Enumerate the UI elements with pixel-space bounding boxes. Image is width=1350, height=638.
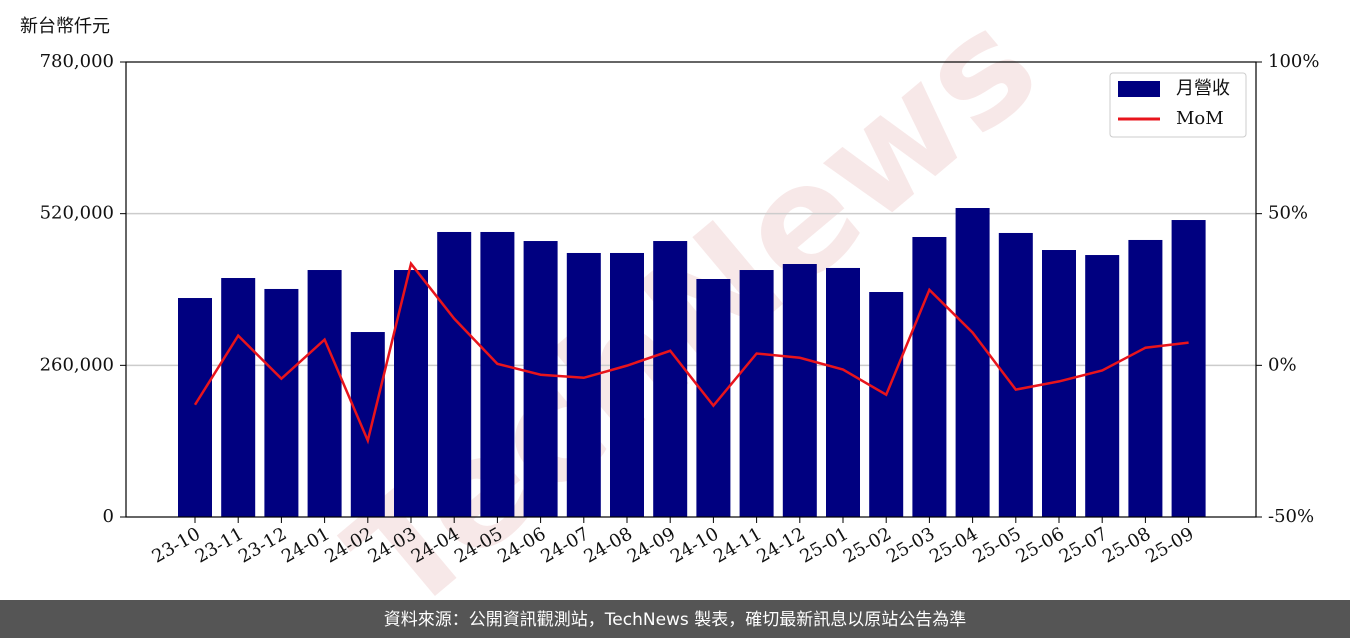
bar bbox=[696, 279, 731, 517]
x-tick-label: 23-11 bbox=[192, 523, 247, 567]
x-tick-label: 24-08 bbox=[581, 523, 636, 567]
legend-label: 月營收 bbox=[1176, 78, 1230, 99]
bar bbox=[178, 298, 212, 517]
bar bbox=[264, 288, 299, 517]
x-tick-label: 25-03 bbox=[883, 523, 938, 567]
bar bbox=[566, 252, 601, 517]
y2-tick-label: 50% bbox=[1268, 203, 1308, 224]
x-tick-label: 25-08 bbox=[1099, 523, 1154, 567]
bar bbox=[350, 332, 385, 517]
bar bbox=[480, 231, 515, 517]
y2-tick-label: -50% bbox=[1268, 506, 1314, 527]
bar bbox=[739, 270, 774, 517]
x-tick-label: 24-12 bbox=[753, 523, 808, 567]
y-tick-label: 260,000 bbox=[40, 354, 114, 375]
bar bbox=[610, 252, 644, 517]
y2-tick-label: 100% bbox=[1268, 51, 1319, 72]
x-tick-label: 25-09 bbox=[1142, 523, 1197, 567]
x-tick-label: 23-10 bbox=[149, 523, 204, 567]
bar bbox=[869, 292, 904, 517]
bar bbox=[394, 270, 428, 517]
x-tick-label: 24-10 bbox=[667, 523, 722, 567]
legend-label: MoM bbox=[1176, 108, 1224, 129]
x-tick-label: 24-11 bbox=[710, 523, 765, 567]
bar bbox=[782, 264, 817, 517]
y2-tick-label: 0% bbox=[1268, 354, 1297, 375]
x-tick-label: 25-04 bbox=[926, 523, 981, 567]
footer: 資料來源：公開資訊觀測站，TechNews 製表，確切最新訊息以原站公告為準 bbox=[384, 610, 966, 630]
plot-frame bbox=[125, 61, 1257, 518]
x-tick-label: 24-09 bbox=[624, 523, 679, 567]
x-tick-label: 23-12 bbox=[235, 523, 290, 567]
y-tick-label: 0 bbox=[103, 506, 114, 527]
bar bbox=[1085, 255, 1120, 517]
x-tick-label: 25-06 bbox=[1013, 523, 1068, 567]
bar bbox=[653, 241, 688, 517]
bar bbox=[826, 267, 860, 517]
y-tick-label: 780,000 bbox=[40, 51, 114, 72]
footer-bar bbox=[0, 600, 1350, 638]
x-tick-label: 25-05 bbox=[969, 523, 1024, 567]
bar bbox=[307, 270, 342, 517]
legend-swatch bbox=[1118, 81, 1160, 97]
bar bbox=[955, 208, 990, 517]
bar bbox=[437, 231, 472, 517]
bar bbox=[221, 278, 256, 517]
x-tick-label: 24-01 bbox=[278, 523, 333, 567]
x-tick-label: 25-02 bbox=[840, 523, 895, 567]
bar bbox=[912, 237, 947, 517]
line bbox=[193, 260, 1189, 445]
bar bbox=[1128, 239, 1163, 517]
x-tick-label: 25-07 bbox=[1056, 523, 1111, 567]
bar bbox=[523, 241, 558, 517]
y-tick-label: 520,000 bbox=[40, 203, 114, 224]
y-axis-label: 新台幣仟元 bbox=[20, 16, 110, 37]
x-tick-label: 25-01 bbox=[797, 523, 852, 567]
bar bbox=[1171, 220, 1206, 517]
